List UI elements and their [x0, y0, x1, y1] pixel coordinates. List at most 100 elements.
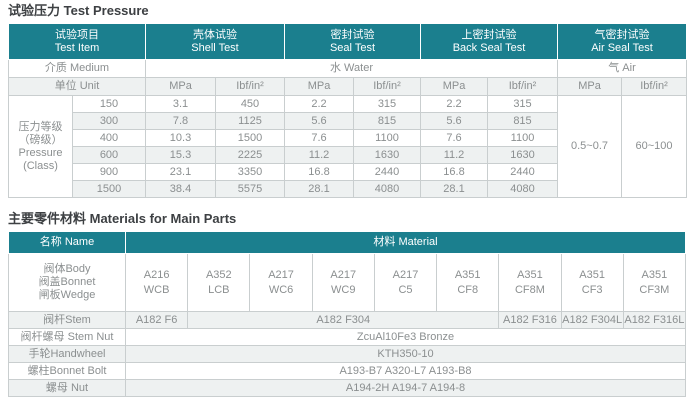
value-cell: 10.3 [145, 129, 216, 147]
header-shell-test: 壳体试验 Shell Test [145, 23, 285, 60]
unit-label: 单位 Unit [8, 77, 146, 96]
value-cell: 2.2 [284, 95, 354, 113]
header-seal-test-zh: 密封试验 [330, 29, 375, 41]
material-cell: A351 CF3 [560, 253, 624, 312]
class-label-line: Pressure [18, 146, 63, 159]
value-cell: 11.2 [420, 146, 488, 164]
material-grade: A352 [205, 268, 232, 281]
material-cell: A182 F304 [187, 311, 500, 329]
unit-cell: Ibf/in² [621, 77, 687, 96]
pressure-table: 试验项目 Test Item 壳体试验 Shell Test 密封试验 Seal… [8, 23, 687, 198]
stem-row: 阀杆Stem A182 F6 A182 F304 A182 F316 A182 … [8, 311, 687, 329]
value-cell: 23.1 [145, 163, 216, 181]
materials-section-title: 主要零件材料 Materials for Main Parts [8, 211, 237, 226]
value-cell: 3.1 [145, 95, 216, 113]
value-cell: 7.6 [420, 129, 488, 147]
value-cell: 5.6 [284, 112, 354, 130]
value-cell: 16.8 [284, 163, 354, 181]
value-cell: 15.3 [145, 146, 216, 164]
part-name-cell: 阀杆Stem [8, 311, 126, 329]
value-cell: 11.2 [284, 146, 354, 164]
class-label-line: （磅级） [18, 133, 63, 146]
value-cell: 7.6 [284, 129, 354, 147]
material-cell: A352 LCB [187, 253, 251, 312]
value-cell: 28.1 [284, 180, 354, 198]
value-cell: 1500 [215, 129, 285, 147]
material-class: CF3M [639, 283, 670, 296]
header-test-item: 试验项目 Test Item [8, 23, 146, 60]
unit-cell: Ibf/in² [353, 77, 421, 96]
class-cell: 1500 [72, 180, 146, 198]
value-cell: 38.4 [145, 180, 216, 198]
part-name-line: 阀体Body [43, 263, 91, 275]
pressure-row-600: 600 15.3 2225 11.2 1630 11.2 1630 [9, 146, 687, 164]
value-cell: 315 [353, 95, 421, 113]
material-cell: A182 F6 [124, 311, 189, 329]
material-grade: A217 [268, 268, 294, 281]
value-cell: 3350 [215, 163, 285, 181]
value-cell: 1630 [353, 146, 421, 164]
material-class: WCB [143, 283, 170, 296]
part-name-cell: 阀杆螺母 Stem Nut [8, 328, 126, 346]
value-cell: 815 [487, 112, 558, 130]
unit-cell: MPa [145, 77, 216, 96]
medium-row: 介质 Medium 水 Water 气 Air [8, 59, 687, 78]
material-grade: A217 [392, 268, 419, 281]
value-cell: 4080 [353, 180, 421, 198]
material-cell: A182 F316 [498, 311, 562, 329]
material-grade: A217 [330, 268, 357, 281]
medium-label: 介质 Medium [8, 59, 146, 78]
material-grade: A216 [143, 268, 170, 281]
material-cell: ZcuAl10Fe3 Bronze [125, 328, 686, 346]
header-back-seal-test-zh: 上密封试验 [461, 29, 517, 41]
class-cell: 400 [72, 129, 146, 147]
material-grade: A351 [517, 268, 543, 281]
value-cell: 2225 [215, 146, 285, 164]
material-cell: A182 F316L [622, 311, 687, 329]
header-back-seal-test-en: Back Seal Test [452, 42, 526, 54]
material-grade: A351 [579, 268, 605, 281]
bonnet-bolt-row: 螺柱Bonnet Bolt A193-B7 A320-L7 A193-B8 [8, 362, 686, 380]
material-cell: A217 C5 [373, 253, 438, 312]
header-air-seal-test: 气密封试验 Air Seal Test [557, 23, 687, 60]
pressure-header-row: 试验项目 Test Item 壳体试验 Shell Test 密封试验 Seal… [8, 23, 687, 60]
body-bonnet-wedge-row: 阀体Body 阀盖Bonnet 闸板Wedge A216 WCB A352 LC… [8, 253, 687, 312]
unit-cell: MPa [420, 77, 488, 96]
pressure-row-1500: 1500 38.4 5575 28.1 4080 28.1 4080 [9, 180, 687, 198]
header-shell-test-en: Shell Test [191, 42, 239, 54]
part-name-cell: 阀体Body 阀盖Bonnet 闸板Wedge [8, 253, 126, 312]
value-cell: 28.1 [420, 180, 488, 198]
part-name-cell: 手轮Handwheel [8, 345, 126, 363]
material-class: WC9 [331, 283, 356, 296]
medium-air: 气 Air [557, 59, 687, 78]
unit-cell: MPa [557, 77, 622, 96]
header-air-seal-test-en: Air Seal Test [591, 42, 653, 54]
material-cell: A193-B7 A320-L7 A193-B8 [125, 362, 686, 380]
material-grade: A351 [641, 268, 668, 281]
material-cell: A182 F304L [560, 311, 624, 329]
class-cell: 150 [72, 95, 146, 113]
header-test-item-zh: 试验项目 [55, 29, 99, 41]
class-cell: 600 [72, 146, 146, 164]
header-seal-test: 密封试验 Seal Test [284, 23, 421, 60]
class-cell: 300 [72, 112, 146, 130]
value-cell: 7.8 [145, 112, 216, 130]
material-class: CF8M [514, 283, 545, 296]
value-cell: 450 [215, 95, 285, 113]
unit-cell: Ibf/in² [215, 77, 285, 96]
handwheel-row: 手轮Handwheel KTH350-10 [8, 345, 686, 363]
material-class: WC6 [268, 283, 294, 296]
material-cell: KTH350-10 [125, 345, 686, 363]
material-class: C5 [398, 283, 413, 296]
pressure-class-label: 压力等级 （磅级） Pressure (Class) [8, 95, 73, 198]
material-cell: A194-2H A194-7 A194-8 [125, 379, 686, 397]
header-back-seal-test: 上密封试验 Back Seal Test [420, 23, 558, 60]
air-mpa-cell: 0.5~0.7 [557, 95, 622, 198]
material-cell: A351 CF8 [436, 253, 500, 312]
value-cell: 5575 [215, 180, 285, 198]
header-air-seal-test-zh: 气密封试验 [594, 29, 650, 41]
part-name-line: 阀盖Bonnet [38, 276, 96, 288]
value-cell: 16.8 [420, 163, 488, 181]
materials-table: 名称 Name 材料 Material 阀体Body 阀盖Bonnet 闸板We… [8, 231, 687, 397]
header-name: 名称 Name [8, 231, 126, 254]
